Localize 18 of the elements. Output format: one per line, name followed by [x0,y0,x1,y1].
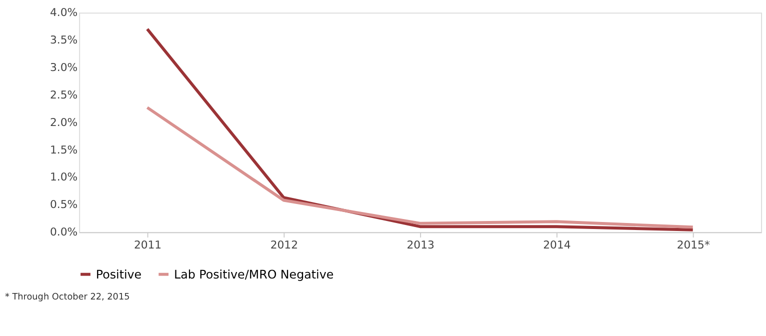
y-tick-label: 2.5% [50,88,78,102]
y-tick-label: 0.0% [50,226,78,239]
x-tick-label: 2015* [676,238,710,252]
y-tick-label: 3.0% [50,60,78,74]
y-tick-label: 1.0% [50,170,78,184]
y-tick-label: 3.5% [50,34,78,47]
x-tick-label: 2012 [270,238,298,252]
y-tick-label: 0.5% [50,198,78,212]
x-tick-label: 2014 [543,238,571,252]
y-tick-label: 4.0% [50,6,78,20]
x-tick-label: 2013 [406,238,434,252]
legend-label: Lab Positive/MRO Negative [174,267,334,282]
x-tick-label: 2011 [134,238,162,252]
line-series [146,106,694,229]
y-tick-label: 2.0% [50,116,78,129]
text: * Through October 22, 2015 [4,292,130,302]
legend-label: Positive [96,267,142,282]
y-tick-label: 1.5% [50,143,78,156]
